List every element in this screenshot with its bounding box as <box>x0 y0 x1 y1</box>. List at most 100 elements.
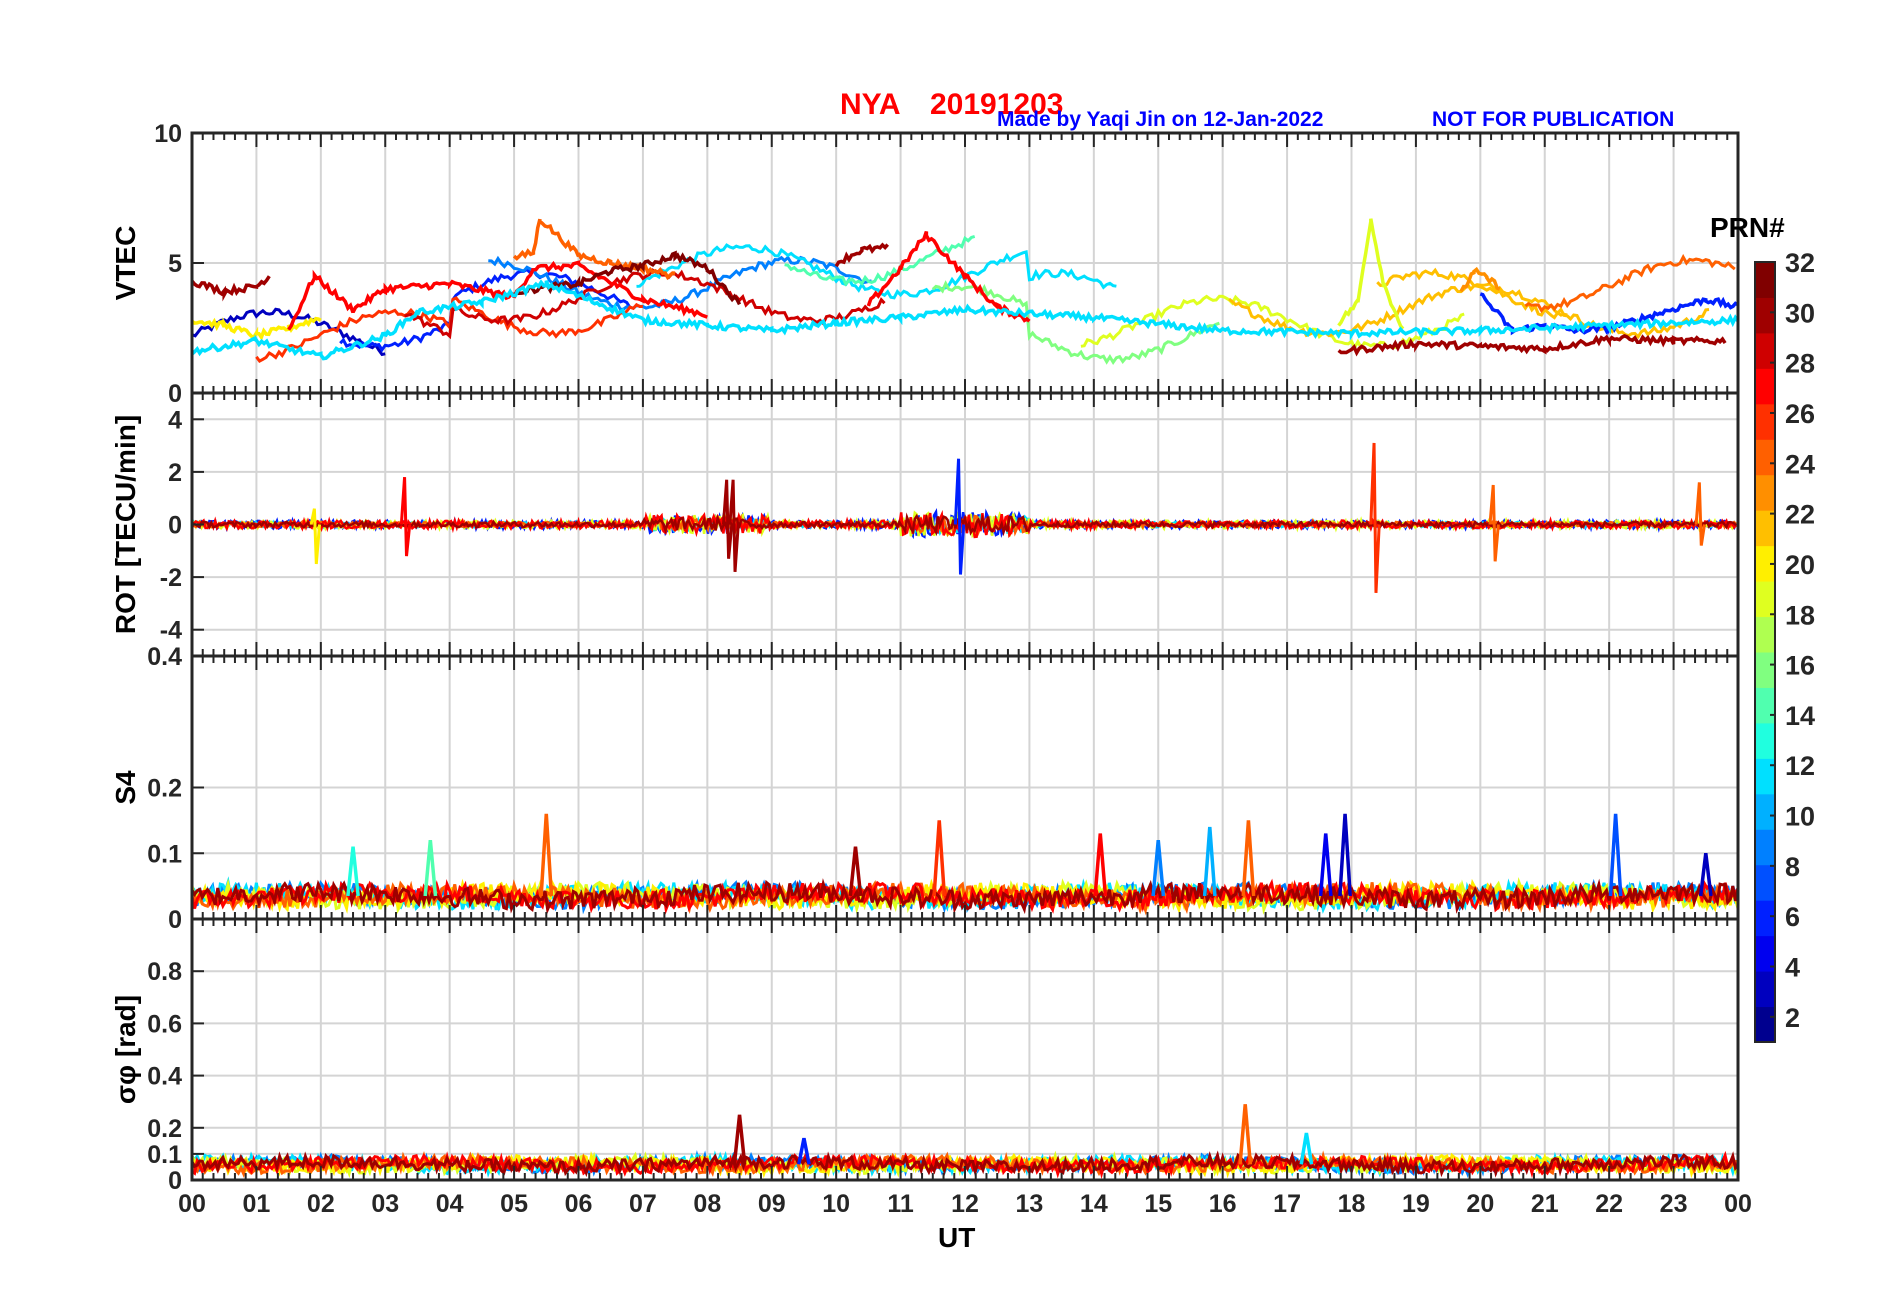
y-tick-label: 0.2 <box>147 1115 182 1143</box>
y-axis-label-vtec: VTEC <box>110 226 141 301</box>
y-tick-label: 4 <box>168 406 182 434</box>
colorbar-tick-label: 32 <box>1785 248 1815 278</box>
vtec-trace-prn21 <box>1228 281 1710 340</box>
colorbar-segment <box>1755 262 1775 298</box>
colorbar-tick-label: 10 <box>1785 802 1815 832</box>
sigma_phi-trace-prn31 <box>192 1150 1738 1178</box>
x-tick-label: 17 <box>1273 1190 1301 1218</box>
rot-spike-5 <box>1488 484 1500 562</box>
y-tick-label: 0 <box>168 1167 182 1195</box>
colorbar-tick-label: 30 <box>1785 298 1815 328</box>
s4-spike-11 <box>346 846 360 897</box>
x-tick-label: 16 <box>1209 1190 1237 1218</box>
colorbar-segment <box>1755 829 1775 866</box>
vtec-trace-prn14 <box>784 234 976 287</box>
colorbar-tick-label: 26 <box>1785 399 1815 429</box>
x-tick-label: 12 <box>951 1190 979 1218</box>
s4-spike-4 <box>1202 826 1217 897</box>
vtec-trace-prn22 <box>1376 267 1568 320</box>
y-tick-label: 0.2 <box>147 775 182 803</box>
rot-spike-7 <box>309 508 322 565</box>
colorbar-tick-label: 18 <box>1785 600 1815 630</box>
colorbar-segment <box>1755 758 1775 795</box>
x-tick-label: 07 <box>629 1190 657 1218</box>
vtec-trace-prn16 <box>931 280 1220 366</box>
y-tick-label: 0.1 <box>147 840 182 868</box>
rot-trace-prn31 <box>192 512 1737 537</box>
rot-spike-1 <box>728 479 740 572</box>
s4-spike-0 <box>539 813 554 897</box>
colorbar-segment <box>1755 616 1775 653</box>
colorbar-segment <box>1755 510 1775 547</box>
y-tick-label: -4 <box>160 617 182 645</box>
colorbar-segment <box>1755 403 1775 440</box>
x-tick-label: 22 <box>1595 1190 1623 1218</box>
sigma_phi-spike-3 <box>797 1137 811 1165</box>
colorbar-segment <box>1755 439 1775 476</box>
colorbar-tick-label: 8 <box>1785 852 1800 882</box>
y-tick-label: 0 <box>168 512 182 540</box>
colorbar-segment <box>1755 687 1775 724</box>
y-tick-label: 5 <box>168 250 182 278</box>
sigma_phi-spike-0 <box>732 1114 747 1165</box>
x-tick-label: 18 <box>1338 1190 1366 1218</box>
y-tick-label: 0.6 <box>147 1010 182 1038</box>
x-tick-label: 01 <box>243 1190 271 1218</box>
colorbar-box <box>1754 261 1776 1043</box>
panel-rot: -4 -2 0 2 4 ROT [TECU/min] <box>110 391 1740 658</box>
x-tick-label: 09 <box>758 1190 786 1218</box>
y-axis-label-sigma_phi: σφ [rad] <box>110 995 141 1104</box>
colorbar-segment <box>1755 545 1775 582</box>
colorbar-tick-label: 2 <box>1785 1003 1800 1033</box>
x-tick-label: 20 <box>1466 1190 1494 1218</box>
colorbar-tick-label: 12 <box>1785 751 1815 781</box>
colorbar-segment <box>1755 581 1775 618</box>
vtec-series-prn24 <box>512 218 676 281</box>
x-tick-label: 03 <box>371 1190 399 1218</box>
colorbar-tick-label: 14 <box>1785 701 1815 731</box>
rot-spike-3 <box>953 458 966 575</box>
vtec-series-prn20 <box>192 316 322 342</box>
vtec-series-prn31 <box>1337 333 1727 357</box>
x-tick-label: 05 <box>500 1190 528 1218</box>
data-vtec <box>192 218 1738 366</box>
rot-spike-2 <box>721 479 734 559</box>
vtec-trace-prn25 <box>1524 253 1736 314</box>
x-tick-label: 14 <box>1080 1190 1108 1218</box>
panel-s4: 0 0.1 0.2 0.4 S4 <box>110 643 1740 934</box>
s4-spike-3 <box>1151 839 1166 897</box>
colorbar-tick-label: 28 <box>1785 349 1815 379</box>
rot-spike-4 <box>1369 442 1381 593</box>
colorbar-segment <box>1755 864 1775 901</box>
colorbar-segment <box>1755 332 1775 369</box>
vtec-trace-prn3 <box>192 307 386 357</box>
x-tick-label: 10 <box>822 1190 850 1218</box>
y-tick-label: 0 <box>168 906 182 934</box>
x-tick-label: 08 <box>693 1190 721 1218</box>
vtec-series-prn31 <box>192 275 271 302</box>
s4-spike-6 <box>1338 813 1352 897</box>
s4-spike-12 <box>848 846 863 897</box>
y-tick-label: 0 <box>168 380 182 408</box>
colorbar-segment <box>1755 722 1775 759</box>
not-for-publication-text: NOT FOR PUBLICATION <box>1432 108 1675 131</box>
rot-spike-6 <box>1694 482 1706 546</box>
y-axis-label-rot: ROT [TECU/min] <box>110 415 141 634</box>
vtec-series-prn30 <box>834 242 890 268</box>
y-tick-label: 2 <box>168 459 182 487</box>
vtec-trace-prn29 <box>404 268 886 340</box>
y-tick-label: 0.8 <box>147 958 182 986</box>
vtec-series-prn32 <box>513 250 742 306</box>
colorbar-tick-label: 4 <box>1785 953 1800 983</box>
colorbar-segment <box>1755 652 1775 688</box>
s4-spike-9 <box>1698 853 1713 897</box>
colorbar-segment <box>1755 297 1775 334</box>
colorbar-segment <box>1755 368 1775 405</box>
colorbar-segment <box>1755 474 1775 511</box>
colorbar-tick-label: 20 <box>1785 550 1815 580</box>
x-tick-label: 02 <box>307 1190 335 1218</box>
s4-trace-prn31 <box>192 878 1738 915</box>
colorbar-tick-label: 6 <box>1785 902 1800 932</box>
